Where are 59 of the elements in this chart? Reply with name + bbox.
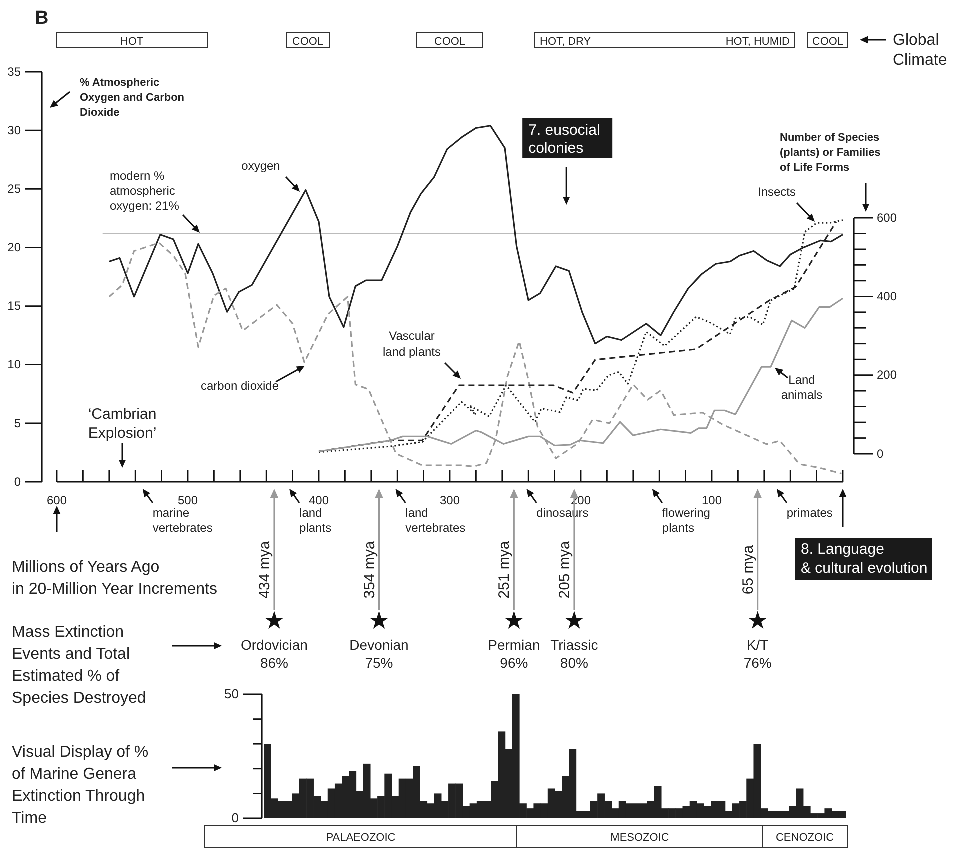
annotation: ‘Cambrian Explosion’ — [88, 406, 157, 442]
y-tick-label: 0 — [14, 474, 22, 489]
text: CENOZOIC — [776, 832, 834, 844]
text: 8. Language & cultural evolution — [801, 541, 928, 577]
series-label: Land animals — [781, 373, 823, 402]
text: Global Climate — [893, 32, 948, 69]
x-tick-label: 300 — [440, 494, 460, 508]
text: COOL — [434, 36, 466, 48]
text: flowering plants — [662, 506, 710, 535]
y-tick-label: 10 — [8, 358, 22, 372]
x-axis-title: Millions of Years Ago in 20-Million Year Increments — [12, 559, 218, 598]
text: K/T 76% — [744, 637, 772, 671]
y-tick-label: 15 — [8, 299, 22, 314]
text: oxygen — [242, 159, 280, 173]
text: 434 mya — [256, 540, 274, 599]
text: land vertebrates — [406, 506, 466, 535]
y2-tick-label: 400 — [877, 290, 898, 304]
y2-tick-label: 600 — [877, 210, 898, 225]
x-tick-label: 600 — [46, 494, 68, 508]
text: 251 mya — [496, 540, 514, 599]
text: Mass Extinction Events and Total Estimated % of Species Destroyed — [12, 624, 146, 707]
y-tick-label: 50 — [224, 686, 239, 702]
text: COOL — [292, 36, 324, 48]
text: Devonian 75% — [350, 637, 409, 671]
x-tick-label: 500 — [178, 494, 198, 508]
annotation: 7. eusocial colonies — [528, 122, 600, 157]
y-tick-label: 5 — [14, 416, 22, 430]
text: HOT — [120, 36, 144, 48]
y-axis-title: % Atmospheric Oxygen and Carbon Dioxide — [80, 77, 185, 119]
chart-title: B — [35, 8, 49, 29]
text: Triassic 80% — [550, 637, 598, 671]
y2-tick-label: 200 — [877, 368, 898, 382]
text: COOL — [812, 36, 844, 48]
text: 205 mya — [556, 540, 574, 599]
text: PALAEOZOIC — [326, 832, 396, 844]
y-tick-label: 20 — [8, 240, 22, 255]
ref-line-label: modern % atmospheric oxygen: 21% — [110, 169, 180, 213]
y-tick-label: 30 — [8, 123, 22, 138]
text: carbon dioxide — [200, 379, 280, 393]
x-tick-label: 400 — [308, 494, 330, 508]
text: Permian 96% — [488, 637, 540, 671]
y-tick-label: 35 — [8, 64, 22, 79]
text: primates — [786, 506, 833, 520]
text: 65 mya — [740, 544, 757, 595]
text: Insects — [758, 185, 796, 199]
y2-tick-label: 0 — [877, 446, 884, 461]
x-tick-label: 100 — [702, 494, 722, 508]
text: Vascular land plants — [382, 329, 442, 359]
text: dinosaurs — [536, 506, 589, 520]
text: marine vertebrates — [152, 506, 213, 535]
text: 354 mya — [361, 540, 378, 599]
y-axis-title: Visual Display of % of Marine Genera Extinction Through Time — [12, 744, 149, 827]
text: Ordovician 86% — [241, 637, 308, 671]
text: HOT, DRY — [540, 36, 592, 48]
text: land plants — [300, 506, 332, 535]
text: MESOZOIC — [610, 832, 670, 844]
y2-axis-title: Number of Species (plants) or Families of Life Forms — [780, 132, 881, 174]
text: HOT, HUMID — [726, 36, 790, 48]
y-tick-label: 25 — [8, 182, 22, 196]
